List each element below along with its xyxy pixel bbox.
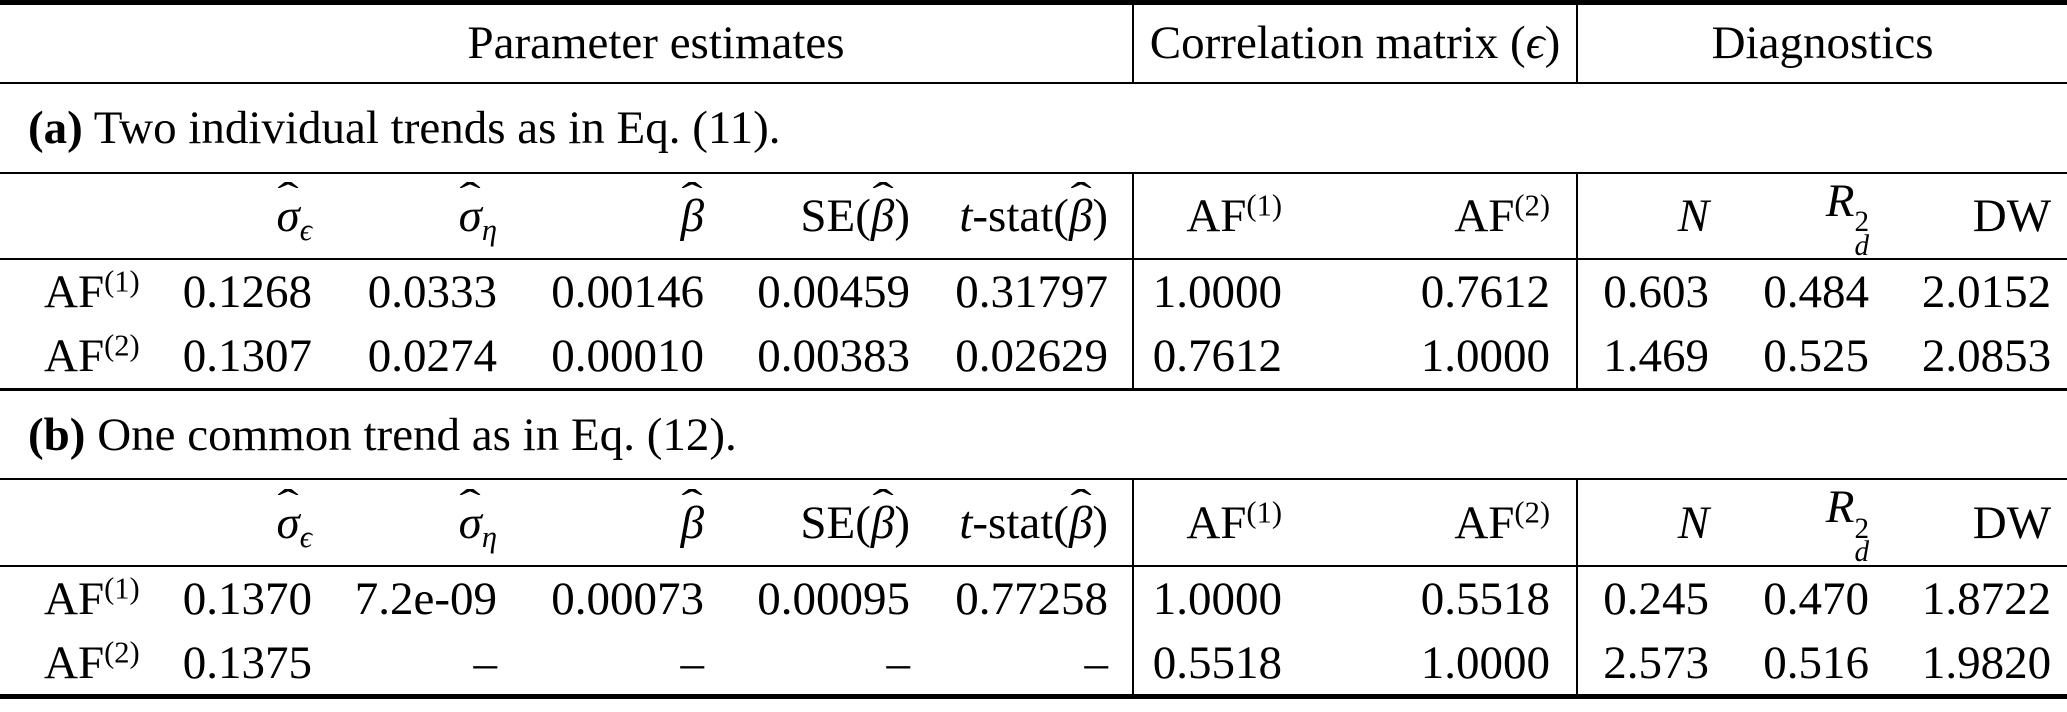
column-header-af-1: AF(1) (1133, 479, 1291, 568)
value-cell-n: 1.469 (1577, 324, 1718, 391)
value-cell-af-2: 1.0000 (1290, 324, 1579, 391)
value-cell-beta-hat: – (680, 636, 705, 689)
column-header-af-2: AF(2) (1290, 479, 1579, 568)
group-header-correlation-matrix: Correlation matrix (ϵ) (1133, 2, 1579, 84)
value-cell-af-2: 0.5518 (1290, 566, 1579, 632)
column-header-se-beta-hat: SE(ˆ β) (712, 172, 918, 261)
section-a-data-row-af1: AF(1) 0.1268 0.0333 0.00146 0.00459 0.31797 1.… (0, 259, 2067, 325)
value-cell-sigma-epsilon-hat: 0.1375 (182, 636, 312, 689)
hat-accent-icon: ˆ (681, 173, 703, 219)
row-label-af-1: AF(1) (44, 265, 140, 319)
section-a-label-prefix: (a) (28, 101, 83, 154)
column-header-n: N (1577, 172, 1718, 261)
value-cell-t-stat-beta-hat: 0.31797 (918, 259, 1135, 325)
value-cell-af-1: 0.7612 (1133, 324, 1291, 391)
section-b-data-row-af1: AF(1) 0.1370 7.2e-09 0.00073 0.00095 0.77258 1… (0, 566, 2067, 632)
value-cell-sigma-epsilon-hat: 0.1307 (180, 324, 320, 391)
section-a-column-header-row: ˆ σϵ ˆ ση ˆ β SE(ˆ β) t-stat(ˆ β) AF(1) AF(2) N R 2 d DW (0, 172, 2067, 261)
column-header-sigma-eta-hat: ˆ ση (320, 479, 505, 568)
column-header-t-stat-beta-hat: t-stat(ˆ β) (918, 479, 1135, 568)
row-label-af-1: AF(1) (44, 572, 140, 626)
value-cell-n: 0.245 (1603, 573, 1710, 626)
column-header-sigma-eta-hat: ˆ ση (320, 172, 505, 261)
column-header-se-beta-hat: SE(ˆ β) (712, 479, 918, 568)
section-b-label-row: (b) One common trend as in Eq. (12). (0, 389, 2067, 481)
value-cell-af-1: 1.0000 (1152, 573, 1283, 626)
section-a-data-row-af2: AF(2) 0.1307 0.0274 0.00010 0.00383 0.02629 0.… (0, 324, 2067, 391)
column-header-t-stat-beta-hat: t-stat(ˆ β) (918, 172, 1135, 261)
row-label-af-2: AF(2) (0, 324, 180, 391)
value-cell-se-beta-hat: 0.00383 (712, 324, 918, 391)
value-cell-sigma-eta-hat: 0.0274 (320, 324, 505, 391)
value-cell-af-2: 1.0000 (1290, 631, 1579, 697)
value-cell-dw: 2.0853 (1877, 324, 2067, 391)
column-header-spacer (0, 172, 180, 261)
section-a-label-text: Two individual trends as in Eq. (11). (82, 101, 781, 154)
value-cell-sigma-eta-hat: 0.0333 (367, 266, 497, 319)
column-header-sigma-epsilon-hat: ˆ σϵ (180, 479, 320, 568)
value-cell-se-beta-hat: 0.00459 (757, 266, 910, 319)
value-cell-n: 0.603 (1603, 266, 1710, 319)
value-cell-r2d: 0.516 (1763, 636, 1870, 689)
hat-accent-icon: ˆ (1070, 173, 1092, 219)
value-cell-beta-hat: 0.00146 (551, 266, 704, 319)
value-cell-beta-hat: 0.00073 (551, 573, 704, 626)
value-cell-n: 2.573 (1603, 636, 1710, 689)
group-header-row: Parameter estimates Correlation matrix (… (0, 2, 2067, 84)
value-cell-af-1: 0.5518 (1152, 636, 1283, 689)
hat-accent-icon: ˆ (459, 173, 481, 219)
column-header-spacer (0, 479, 180, 568)
value-cell-dw: 1.8722 (1921, 573, 2052, 626)
value-cell-r2d: 0.525 (1717, 324, 1878, 391)
section-b-column-header-row: ˆ σϵ ˆ ση ˆ β SE(ˆ β) t-stat(ˆ β) AF(1) AF(2) N R 2 d DW (0, 479, 2067, 568)
section-a-label-row: (a) Two individual trends as in Eq. (11)… (0, 82, 2067, 174)
section-b-label-prefix: (b) (28, 408, 86, 461)
group-header-parameter-estimates: Parameter estimates (180, 2, 1135, 84)
hat-accent-icon: ˆ (871, 480, 894, 526)
value-cell-sigma-epsilon-hat: 0.1370 (182, 573, 312, 626)
group-header-diagnostics: Diagnostics (1577, 2, 2067, 84)
row-label-af-2: AF(2) (44, 635, 140, 689)
hat-accent-icon: ˆ (871, 173, 894, 219)
value-cell-t-stat-beta-hat: 0.02629 (918, 324, 1135, 391)
value-cell-af-2: 0.7612 (1290, 259, 1579, 325)
hat-accent-icon: ˆ (277, 173, 299, 219)
value-cell-sigma-eta-hat: 7.2e-09 (354, 573, 497, 626)
column-header-sigma-epsilon-hat: ˆ σϵ (180, 172, 320, 261)
value-cell-se-beta-hat: 0.00095 (757, 573, 910, 626)
value-cell-t-stat-beta-hat: – (918, 631, 1135, 697)
hat-accent-icon: ˆ (681, 480, 703, 526)
section-b-label-text: One common trend as in Eq. (12). (85, 408, 737, 461)
section-b-data-row-af2: AF(2) 0.1375– – – –0.5518 1.0000 2.573 0.516 1.9… (0, 631, 2067, 697)
column-header-af-1: AF(1) (1133, 172, 1291, 261)
section-b-label: (b) One common trend as in Eq. (12). (0, 389, 2067, 481)
value-cell-sigma-eta-hat: – (473, 636, 498, 689)
hat-accent-icon: ˆ (277, 480, 299, 526)
column-header-dw: DW (1877, 172, 2067, 261)
value-cell-r2d: 0.470 (1763, 573, 1870, 626)
column-header-af-2: AF(2) (1290, 172, 1579, 261)
value-cell-r2d: 0.484 (1763, 266, 1870, 319)
column-header-dw: DW (1877, 479, 2067, 568)
hat-accent-icon: ˆ (459, 480, 481, 526)
hat-accent-icon: ˆ (1070, 480, 1092, 526)
value-cell-dw: 1.9820 (1921, 636, 2052, 689)
value-cell-beta-hat: 0.00010 (505, 324, 712, 391)
value-cell-t-stat-beta-hat: 0.77258 (918, 566, 1135, 632)
value-cell-dw: 2.0152 (1921, 266, 2052, 319)
corner-spacer (0, 2, 180, 84)
section-a-label: (a) Two individual trends as in Eq. (11)… (0, 82, 2067, 174)
column-header-n: N (1577, 479, 1718, 568)
value-cell-sigma-epsilon-hat: 0.1268 (182, 266, 312, 319)
value-cell-se-beta-hat: – (886, 636, 911, 689)
value-cell-af-1: 1.0000 (1152, 266, 1283, 319)
